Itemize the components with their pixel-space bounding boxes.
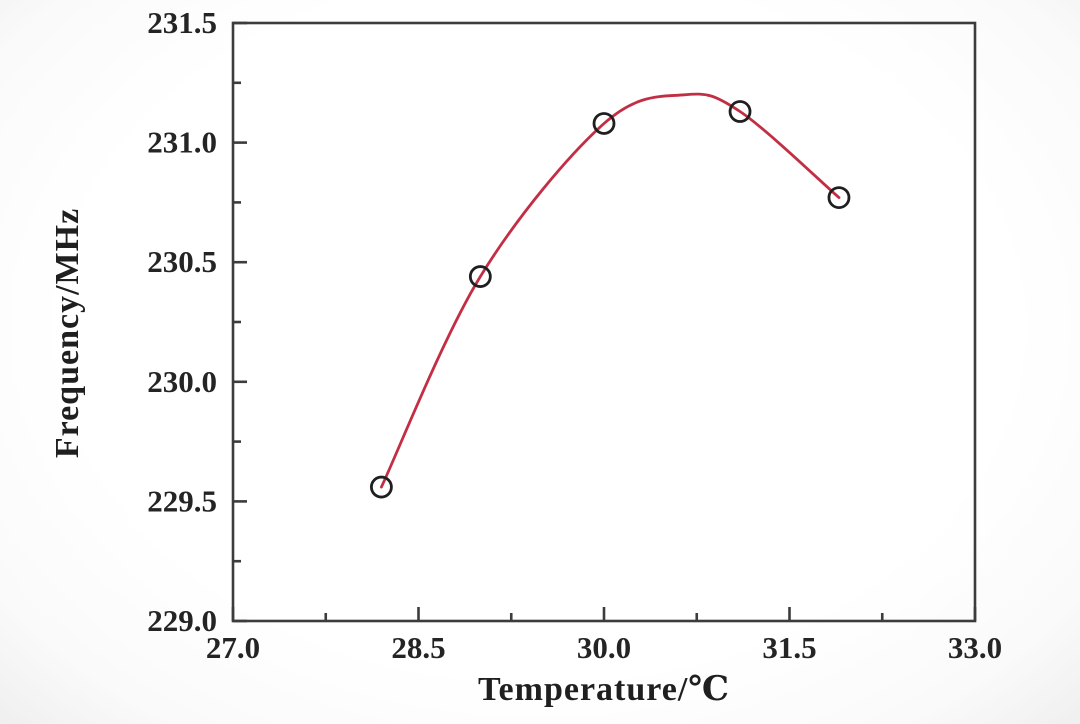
y-tick-label: 231.0: [147, 125, 217, 160]
y-axis-title: Frequency/MHz: [49, 208, 86, 458]
x-tick-label: 30.0: [577, 630, 631, 665]
x-tick-label: 28.5: [391, 630, 445, 665]
data-point-marker: [369, 475, 393, 499]
axis-tick-labels: 27.0 28.5 30.0 31.5 33.0 229.0 229.5 230.0 230.5…: [147, 5, 1002, 665]
data-series: [369, 92, 851, 499]
x-tick-label: 31.5: [762, 630, 816, 665]
data-point-marker: [728, 100, 752, 123]
y-tick-label: 229.0: [147, 603, 217, 638]
x-axis-title: Temperature/℃: [478, 671, 730, 708]
axis-ticks: [231, 21, 977, 623]
fit-curve: [380, 92, 841, 489]
data-point-marker: [592, 112, 616, 135]
x-tick-label: 27.0: [206, 630, 260, 665]
data-point-marker: [827, 186, 851, 210]
data-point-marker: [468, 265, 492, 288]
y-tick-label: 230.0: [147, 364, 217, 399]
x-tick-label: 33.0: [948, 630, 1002, 665]
y-tick-label: 231.5: [147, 5, 217, 40]
y-tick-label: 229.5: [147, 483, 217, 518]
y-tick-label: 230.5: [147, 244, 217, 279]
